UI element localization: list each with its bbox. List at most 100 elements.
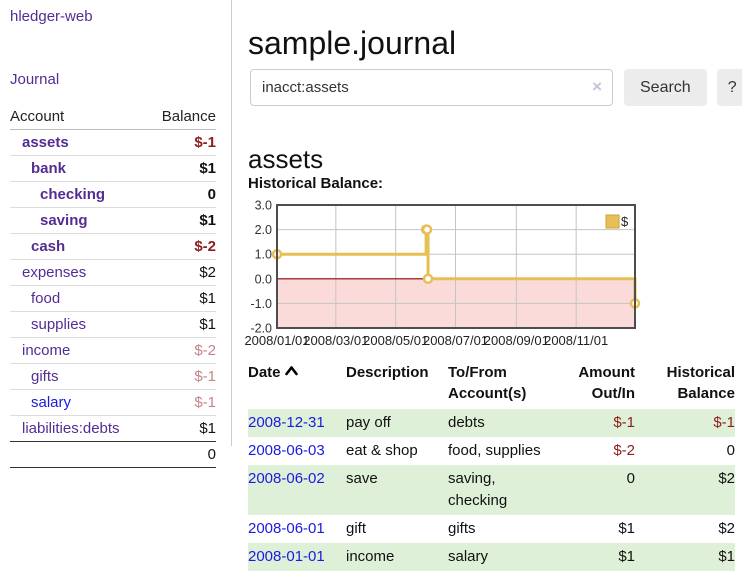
register-date-link[interactable]: 2008-06-02 (248, 470, 325, 487)
register-amount: $1 (618, 520, 635, 537)
account-link[interactable]: saving (40, 212, 88, 229)
account-row: assets $-1 (10, 130, 216, 156)
register-description: pay off (346, 414, 391, 431)
data-point-marker (421, 224, 433, 235)
register-header-amount: Amount Out/In (578, 364, 635, 402)
x-tick-label: 2008/11/01 (544, 333, 608, 348)
account-balance: $1 (147, 311, 216, 338)
register-description: eat & shop (346, 442, 418, 459)
sidebar-item-journal[interactable]: Journal (10, 71, 60, 88)
account-balance: $2 (147, 259, 216, 286)
legend-label: $ (621, 214, 629, 229)
x-tick-label: 2008/01/01 (244, 333, 309, 348)
clear-search-icon[interactable]: × (592, 77, 602, 96)
legend-swatch (605, 214, 620, 229)
search-input[interactable] (250, 69, 613, 106)
y-tick-label: 3.0 (255, 199, 272, 213)
account-row: bank $1 (10, 155, 216, 182)
account-balance: $-1 (147, 389, 216, 416)
y-tick-label: -2.0 (250, 322, 272, 336)
account-balance: $-1 (194, 134, 216, 151)
register-accounts: salary (448, 548, 489, 565)
accounts-header-balance: Balance (147, 104, 216, 130)
register-header-accounts: To/From Account(s) (448, 364, 527, 402)
account-row: liabilities:debts $1 (10, 415, 216, 442)
chart-title: Historical Balance: (248, 175, 384, 192)
account-link[interactable]: supplies (31, 316, 87, 333)
account-row: salary $-1 (10, 389, 216, 416)
search-button[interactable]: Search (624, 69, 707, 106)
register-description: gift (346, 520, 367, 537)
data-point-marker (422, 273, 434, 285)
account-link[interactable]: checking (40, 186, 106, 203)
x-tick-label: 2008/03/01 (303, 333, 368, 348)
register-date-link[interactable]: 2008-06-01 (248, 520, 325, 537)
register-amount: $-1 (613, 414, 635, 431)
search-bar: × Search ? (250, 69, 742, 106)
x-tick-label: 2008/07/01 (423, 333, 488, 348)
account-row: gifts $-1 (10, 363, 216, 390)
sidebar: hledger-web Journal Account Balance asse… (0, 0, 232, 468)
register-header-balance: Historical Balance (666, 364, 735, 402)
account-balance: $-1 (147, 363, 216, 390)
accounts-table: Account Balance assets $-1 bank $1 checking 0… (10, 104, 216, 468)
account-link[interactable]: bank (31, 160, 67, 177)
register-table: Date Description To/From Account(s) Amou… (248, 358, 735, 571)
account-link[interactable]: salary (31, 394, 72, 411)
account-link[interactable]: food (31, 290, 61, 307)
account-link[interactable]: expenses (22, 264, 87, 281)
register-row: 2008-01-01 income salary $1 $1 (248, 543, 735, 571)
account-row: supplies $1 (10, 311, 216, 338)
account-balance: $-2 (147, 337, 216, 364)
register-description: income (346, 548, 395, 565)
account-row: checking 0 (10, 181, 216, 208)
account-balance: $1 (147, 155, 216, 182)
register-row: 2008-06-02 save saving, checking 0 $2 (248, 465, 735, 515)
x-tick-label: 2008/09/01 (484, 333, 549, 348)
register-row: 2008-12-31 pay off debts $-1 $-1 (248, 409, 735, 437)
register-header-description: Description (346, 364, 429, 381)
register-accounts: debts (448, 414, 485, 431)
account-row: saving $1 (10, 207, 216, 234)
account-link[interactable]: liabilities:debts (22, 420, 120, 437)
register-date-link[interactable]: 2008-12-31 (248, 414, 325, 431)
account-link[interactable]: income (22, 342, 71, 359)
search-help-button[interactable]: ? (716, 69, 742, 106)
register-amount: $-2 (613, 442, 635, 459)
account-link[interactable]: gifts (31, 368, 59, 385)
y-tick-label: 2.0 (255, 223, 272, 237)
account-link[interactable]: cash (31, 238, 66, 255)
account-balance: $1 (147, 415, 216, 442)
account-balance: $-2 (147, 233, 216, 260)
register-balance: 0 (726, 442, 735, 459)
x-tick-label: 2008/05/01 (363, 333, 428, 348)
accounts-total-row: 0 (10, 441, 216, 468)
account-row: food $1 (10, 285, 216, 312)
sort-ascending-icon (284, 366, 298, 376)
register-date-link[interactable]: 2008-06-03 (248, 442, 325, 459)
account-heading: assets (248, 143, 324, 174)
account-row: cash $-2 (10, 233, 216, 260)
account-balance: $1 (147, 285, 216, 312)
account-link[interactable]: assets (22, 134, 69, 151)
register-description: save (346, 470, 378, 487)
register-date-link[interactable]: 2008-01-01 (248, 548, 325, 565)
register-accounts: saving, checking (448, 470, 508, 509)
account-row: expenses $2 (10, 259, 216, 286)
chart-border (276, 204, 636, 329)
register-balance: $1 (718, 548, 735, 565)
accounts-total-value: 0 (147, 441, 216, 468)
account-balance: 0 (147, 181, 216, 208)
y-tick-label: 1.0 (255, 248, 272, 262)
register-row: 2008-06-01 gift gifts $1 $2 (248, 515, 735, 543)
register-accounts: food, supplies (448, 442, 541, 459)
y-tick-label: 0.0 (255, 272, 272, 286)
app-brand-link[interactable]: hledger-web (10, 8, 93, 25)
register-balance: $2 (718, 520, 735, 537)
register-balance: $-1 (713, 414, 735, 431)
account-row: income $-2 (10, 337, 216, 364)
chart-canvas: $3.0 2.0 1.0 0.0 -1.0 -2.02008/01/012008/03/0… (244, 199, 641, 348)
accounts-header-account: Account (10, 104, 148, 130)
register-accounts: gifts (448, 520, 476, 537)
register-header-date[interactable]: Date (248, 358, 346, 409)
